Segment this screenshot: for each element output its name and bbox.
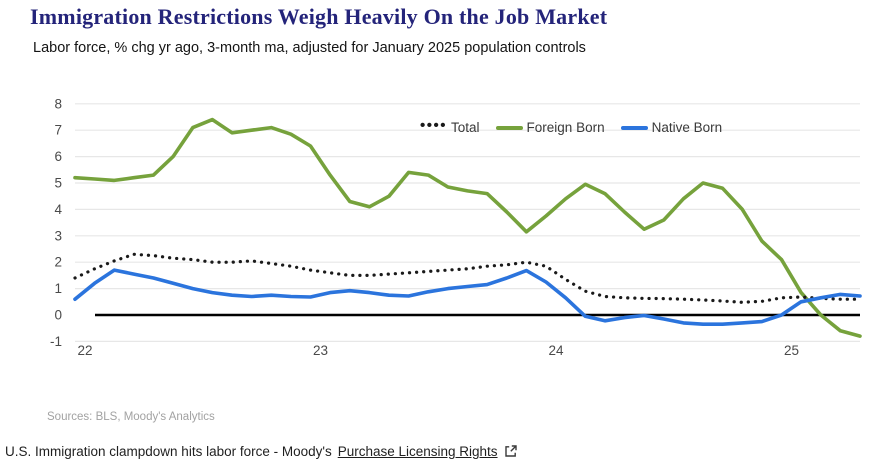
y-tick-label: 4	[54, 202, 62, 217]
x-tick-label: 23	[313, 343, 328, 358]
legend-item-total: •••• Total	[420, 116, 480, 136]
legend-label: Total	[451, 120, 480, 135]
foreign-born-line	[73, 117, 862, 338]
chart-legend: •••• Total Foreign Born Native Born	[420, 116, 723, 136]
legend-item-foreign-born: Foreign Born	[495, 120, 605, 135]
total-line	[73, 252, 862, 304]
y-tick-label: 8	[54, 96, 62, 111]
foreign-born-line-swatch	[495, 125, 523, 130]
legend-label: Foreign Born	[526, 120, 605, 135]
native-born-line	[73, 268, 862, 326]
y-tick-label: 7	[54, 123, 62, 138]
caption-text: U.S. Immigration clampdown hits labor fo…	[5, 444, 332, 459]
sources-note: Sources: BLS, Moody's Analytics	[47, 411, 215, 423]
labor-force-line-chart: 8 7 6 5 4 3 2 1 0 -1 22 23 24 25	[50, 96, 862, 358]
y-tick-label: 3	[54, 228, 62, 243]
total-dotted-swatch: ••••	[420, 116, 448, 134]
legend-item-native-born: Native Born	[620, 120, 723, 135]
chart-area: 8 7 6 5 4 3 2 1 0 -1 22 23 24 25	[0, 88, 874, 378]
legend-label: Native Born	[651, 120, 723, 135]
y-tick-label: 1	[54, 281, 62, 296]
x-tick-label: 24	[548, 343, 564, 358]
y-tick-label: 2	[54, 255, 62, 270]
y-tick-label: 0	[54, 308, 62, 323]
purchase-licensing-rights-link[interactable]: Purchase Licensing Rights	[337, 444, 498, 459]
open-in-new-icon[interactable]	[504, 444, 518, 461]
y-tick-label: 6	[54, 149, 62, 164]
y-tick-label: -1	[50, 334, 62, 349]
page-title: Immigration Restrictions Weigh Heavily O…	[30, 4, 608, 29]
x-tick-label: 22	[77, 343, 92, 358]
native-born-line-swatch	[620, 125, 648, 130]
y-tick-label: 5	[54, 176, 62, 191]
article-caption: U.S. Immigration clampdown hits labor fo…	[5, 443, 518, 460]
x-tick-label: 25	[784, 343, 799, 358]
chart-subtitle: Labor force, % chg yr ago, 3-month ma, a…	[33, 40, 586, 56]
